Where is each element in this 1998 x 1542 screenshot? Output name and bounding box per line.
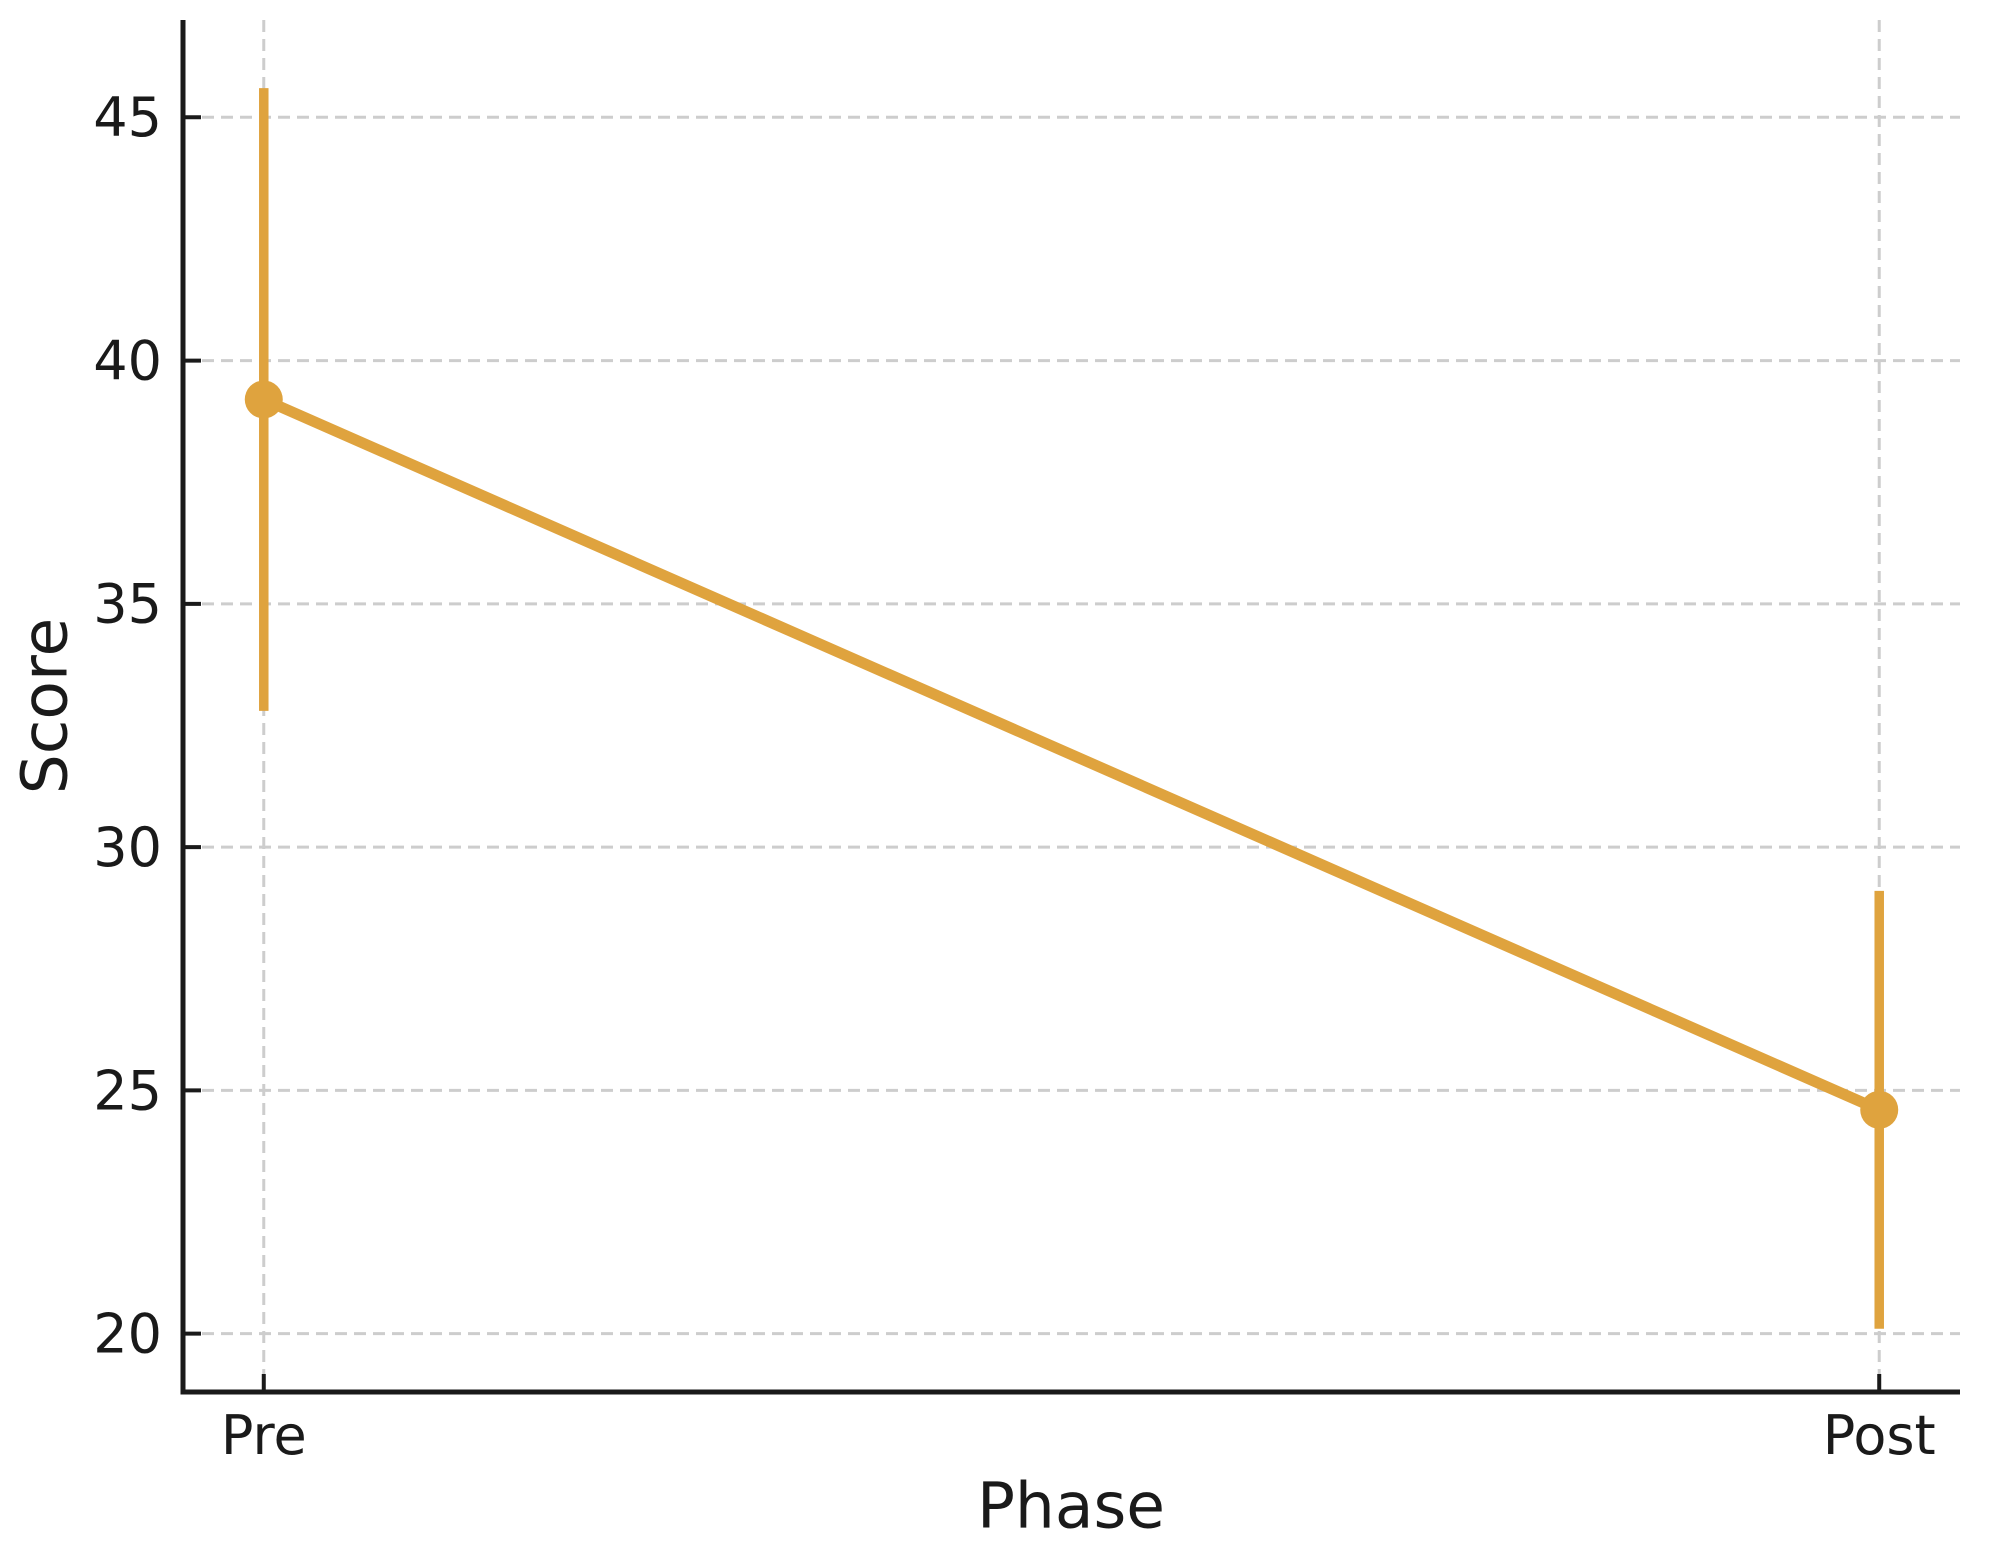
y-axis-label: Score [8, 617, 82, 795]
x-axis-label: Phase [976, 1469, 1166, 1542]
y-tick-label: 45 [93, 86, 162, 149]
y-tick-label: 25 [93, 1059, 162, 1122]
series-line [258, 393, 1885, 1116]
y-tick-label: 20 [93, 1303, 162, 1366]
data-point [244, 380, 283, 419]
x-tick-label: Pre [221, 1404, 307, 1467]
x-tick-label: Post [1823, 1404, 1936, 1467]
y-tick-label: 35 [93, 573, 162, 636]
y-tick-label: 30 [93, 816, 162, 879]
y-tick-label: 40 [93, 329, 162, 392]
data-point [1860, 1090, 1899, 1129]
